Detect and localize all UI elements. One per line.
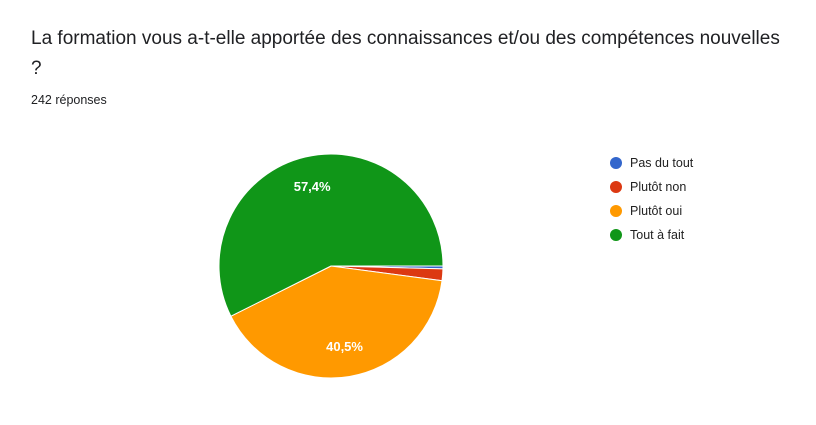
pie-label-plutot-oui: 40,5% bbox=[326, 339, 363, 354]
legend-label-plutot-non: Plutôt non bbox=[630, 180, 687, 194]
legend-label-pas-du-tout: Pas du tout bbox=[630, 156, 694, 170]
legend-item-plutot-oui[interactable]: Plutôt oui bbox=[610, 199, 693, 223]
legend-swatch-plutot-oui bbox=[610, 205, 622, 217]
legend-item-pas-du-tout[interactable]: Pas du tout bbox=[610, 151, 693, 175]
chart-title: La formation vous a-t-elle apportée des … bbox=[31, 28, 780, 79]
legend-swatch-pas-du-tout bbox=[610, 157, 622, 169]
pie-label-tout-a-fait: 57,4% bbox=[294, 179, 331, 194]
chart-legend: Pas du tout Plutôt non Plutôt oui Tout à… bbox=[610, 151, 693, 247]
response-count: 242 réponses bbox=[31, 93, 107, 107]
legend-label-tout-a-fait: Tout à fait bbox=[630, 228, 685, 242]
legend-label-plutot-oui: Plutôt oui bbox=[630, 204, 683, 218]
legend-swatch-plutot-non bbox=[610, 181, 622, 193]
legend-item-plutot-non[interactable]: Plutôt non bbox=[610, 175, 693, 199]
legend-item-tout-a-fait[interactable]: Tout à fait bbox=[610, 223, 693, 247]
pie-slice-tout-a-fait[interactable] bbox=[218, 153, 444, 317]
pie-slice-plutot-oui[interactable] bbox=[230, 265, 443, 379]
legend-swatch-tout-a-fait bbox=[610, 229, 622, 241]
